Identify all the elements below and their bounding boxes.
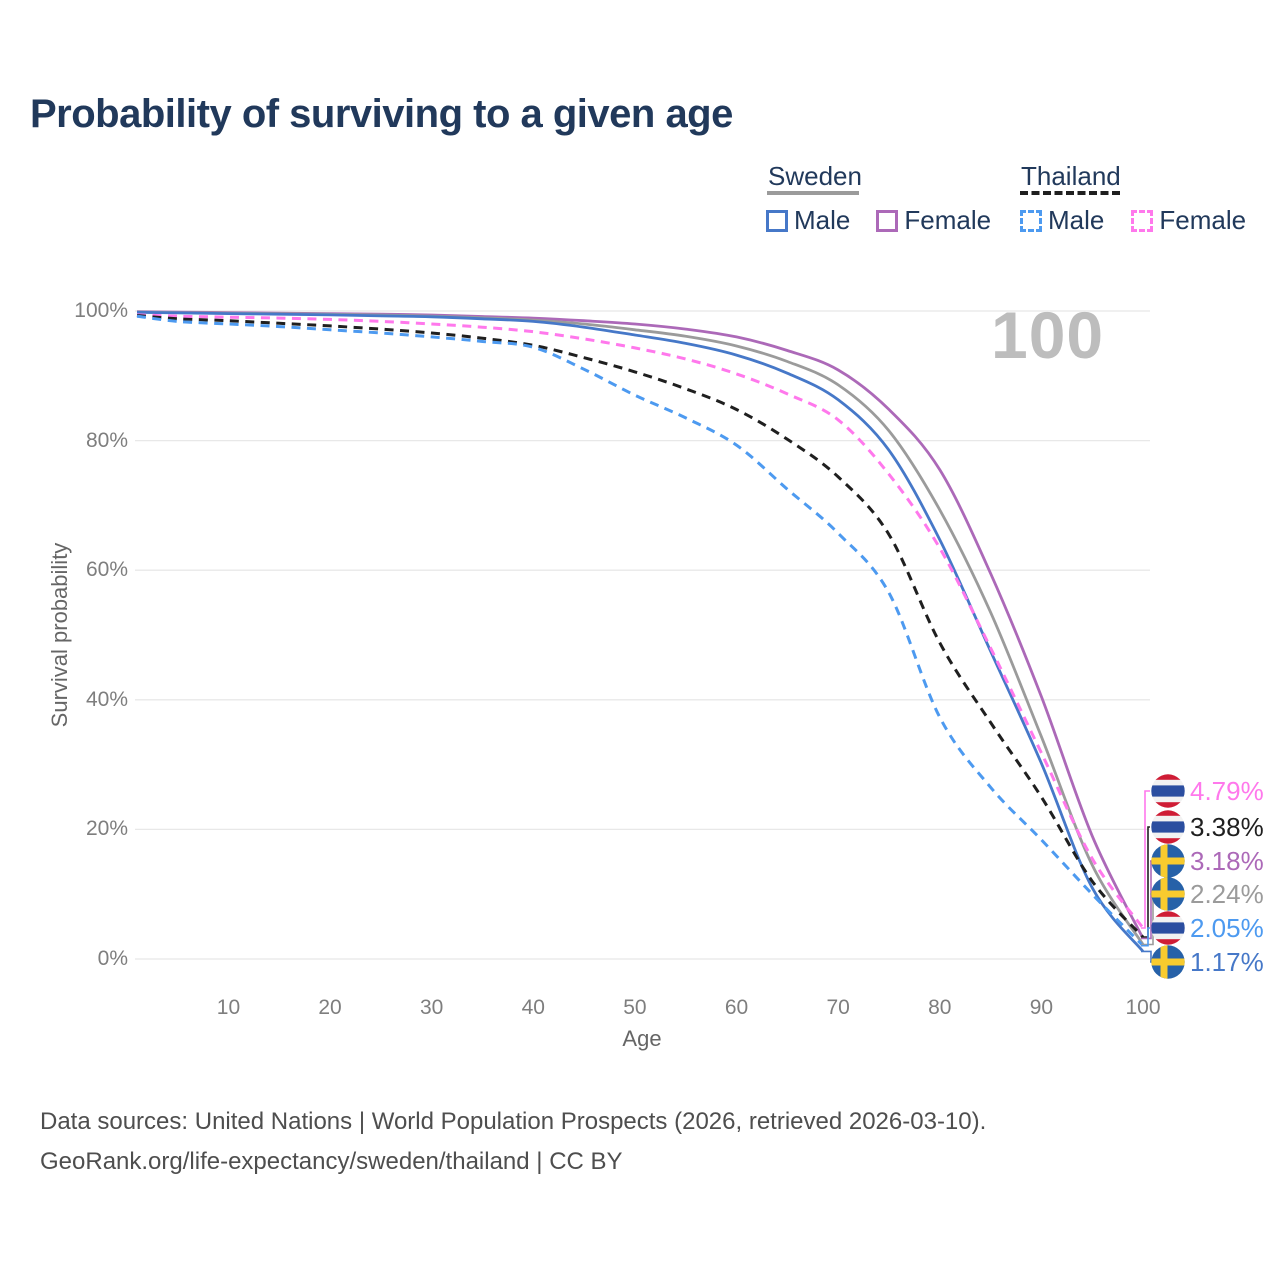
end-label-thailand-both: 3.38% bbox=[1151, 810, 1264, 844]
x-tick-label: 40 bbox=[521, 996, 545, 1019]
legend-label: Female bbox=[904, 205, 992, 235]
footer-sources: Data sources: United Nations | World Pop… bbox=[40, 1108, 987, 1135]
end-label-thailand-male: 2.05% bbox=[1151, 911, 1264, 945]
sweden-flag-icon bbox=[1151, 877, 1185, 911]
legend-label: Male bbox=[794, 205, 851, 235]
legend-country-thailand[interactable]: Thailand bbox=[1021, 161, 1121, 191]
footer: Data sources: United Nations | World Pop… bbox=[40, 1102, 986, 1182]
y-tick-label: 100% bbox=[74, 299, 128, 322]
end-label-value: 4.79% bbox=[1190, 776, 1264, 806]
thailand-line-sample bbox=[1020, 191, 1120, 195]
x-axis-title: Age bbox=[622, 1026, 662, 1051]
sweden-female-line[interactable] bbox=[136, 310, 1145, 940]
leader-line-thailand-female bbox=[1141, 790, 1150, 929]
x-tick-label: 90 bbox=[1029, 996, 1054, 1019]
x-tick-label: 100 bbox=[1125, 996, 1161, 1019]
legend-label: Female bbox=[1159, 205, 1247, 235]
footer-url: GeoRank.org/life-expectancy/sweden/thail… bbox=[40, 1148, 623, 1175]
x-tick-label: 70 bbox=[826, 996, 850, 1019]
thailand-male-swatch-icon bbox=[1020, 209, 1042, 232]
sweden-flag-icon bbox=[1151, 844, 1185, 878]
end-label-value: 3.18% bbox=[1190, 846, 1264, 876]
legend-row-thailand: Male Female bbox=[1020, 205, 1246, 236]
sweden-male-line[interactable] bbox=[136, 310, 1145, 953]
sweden-flag-icon bbox=[1151, 945, 1185, 979]
x-tick-label: 10 bbox=[216, 996, 241, 1019]
sweden-male-swatch-icon bbox=[766, 209, 788, 232]
thailand-male-line[interactable] bbox=[136, 314, 1145, 947]
leader-line-sweden-male bbox=[1141, 950, 1152, 963]
end-label-value: 3.38% bbox=[1190, 812, 1264, 842]
end-label-sweden-female: 3.18% bbox=[1151, 844, 1264, 878]
leader-line-thailand-male bbox=[1141, 927, 1150, 947]
end-label-value: 2.05% bbox=[1190, 913, 1264, 943]
y-tick-label: 80% bbox=[85, 428, 128, 452]
end-label-thailand-female: 4.79% bbox=[1151, 774, 1264, 808]
sweden-female-swatch-icon bbox=[876, 209, 899, 232]
thailand-female-line[interactable] bbox=[136, 313, 1145, 929]
sweden-both-line[interactable] bbox=[136, 310, 1145, 946]
x-tick-label: 30 bbox=[419, 996, 444, 1019]
thailand-flag-icon bbox=[1151, 810, 1185, 844]
page-title: Probability of surviving to a given age bbox=[30, 92, 733, 136]
y-tick-label: 0% bbox=[97, 947, 128, 970]
legend-item-thailand-male[interactable]: Male bbox=[1020, 205, 1104, 236]
y-axis-title: Survival probability bbox=[47, 542, 72, 728]
leader-line-thailand-both bbox=[1141, 826, 1150, 938]
age-watermark: 100 bbox=[991, 298, 1105, 372]
thailand-both-line[interactable] bbox=[136, 314, 1145, 939]
y-tick-label: 60% bbox=[85, 558, 128, 582]
end-label-value: 1.17% bbox=[1190, 947, 1264, 977]
leader-line-sweden-female bbox=[1141, 860, 1152, 940]
y-tick-label: 40% bbox=[85, 687, 128, 711]
legend-country-sweden[interactable]: Sweden bbox=[768, 161, 862, 191]
legend-row-sweden: Male Female bbox=[766, 205, 991, 236]
end-label-sweden-both: 2.24% bbox=[1151, 877, 1264, 911]
x-tick-label: 20 bbox=[318, 996, 342, 1019]
sweden-line-sample bbox=[767, 191, 859, 195]
legend-item-thailand-female[interactable]: Female bbox=[1131, 205, 1246, 236]
y-tick-label: 20% bbox=[85, 817, 128, 841]
legend-item-sweden-female[interactable]: Female bbox=[876, 205, 991, 236]
thailand-female-swatch-icon bbox=[1131, 209, 1154, 232]
end-label-sweden-male: 1.17% bbox=[1151, 945, 1264, 979]
thailand-flag-icon bbox=[1151, 911, 1185, 945]
x-tick-label: 60 bbox=[724, 996, 749, 1019]
legend-item-sweden-male[interactable]: Male bbox=[766, 205, 850, 236]
end-label-value: 2.24% bbox=[1190, 879, 1264, 909]
thailand-flag-icon bbox=[1151, 774, 1185, 808]
x-tick-label: 80 bbox=[928, 996, 952, 1019]
x-tick-label: 50 bbox=[623, 996, 647, 1019]
legend-label: Male bbox=[1048, 205, 1105, 235]
